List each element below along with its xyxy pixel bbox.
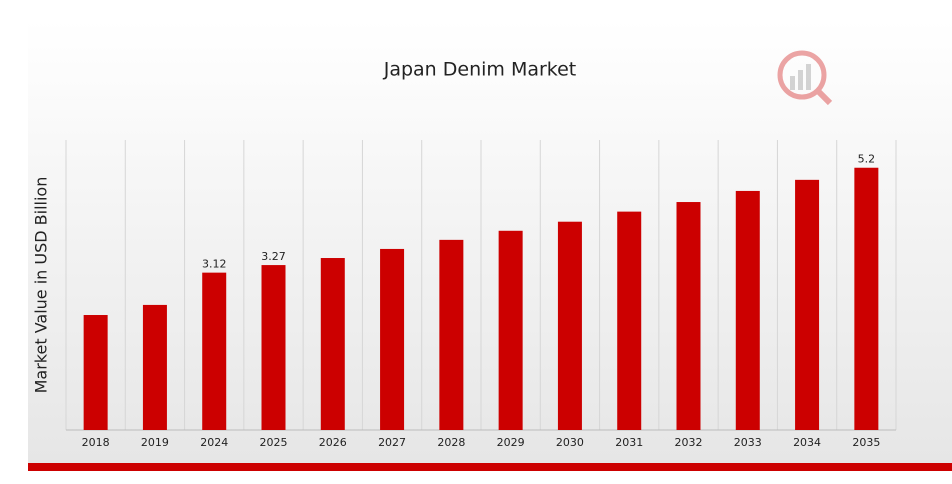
bar — [795, 179, 820, 430]
x-tick-label: 2024 — [200, 436, 228, 449]
footer-bar — [28, 463, 952, 471]
bar — [380, 248, 405, 430]
bar — [498, 230, 523, 430]
x-tick-label: 2031 — [615, 436, 643, 449]
bar — [854, 167, 879, 430]
bar — [557, 221, 582, 430]
bar — [617, 211, 642, 430]
x-tick-label: 2035 — [852, 436, 880, 449]
data-label: 3.27 — [261, 250, 286, 263]
x-tick-label: 2027 — [378, 436, 406, 449]
x-tick-label: 2025 — [260, 436, 288, 449]
x-tick-label: 2028 — [437, 436, 465, 449]
x-tick-label: 2019 — [141, 436, 169, 449]
data-label: 3.12 — [202, 258, 227, 271]
x-tick-label: 2032 — [675, 436, 703, 449]
x-tick-label: 2018 — [82, 436, 110, 449]
data-label: 5.2 — [858, 153, 876, 166]
bar — [142, 304, 167, 430]
x-tick-label: 2029 — [497, 436, 525, 449]
bar — [439, 239, 464, 430]
bar — [202, 272, 227, 430]
chart-title: Japan Denim Market — [383, 59, 577, 81]
x-tick-label: 2033 — [734, 436, 762, 449]
bar — [261, 265, 286, 430]
y-axis-label: Market Value in USD Billion — [32, 177, 51, 394]
logo — [777, 50, 833, 106]
x-tick-label: 2034 — [793, 436, 821, 449]
bar — [320, 258, 345, 430]
bar — [83, 315, 108, 430]
bar — [676, 202, 701, 430]
bar — [735, 190, 760, 430]
x-tick-label: 2030 — [556, 436, 584, 449]
x-tick-label: 2026 — [319, 436, 347, 449]
